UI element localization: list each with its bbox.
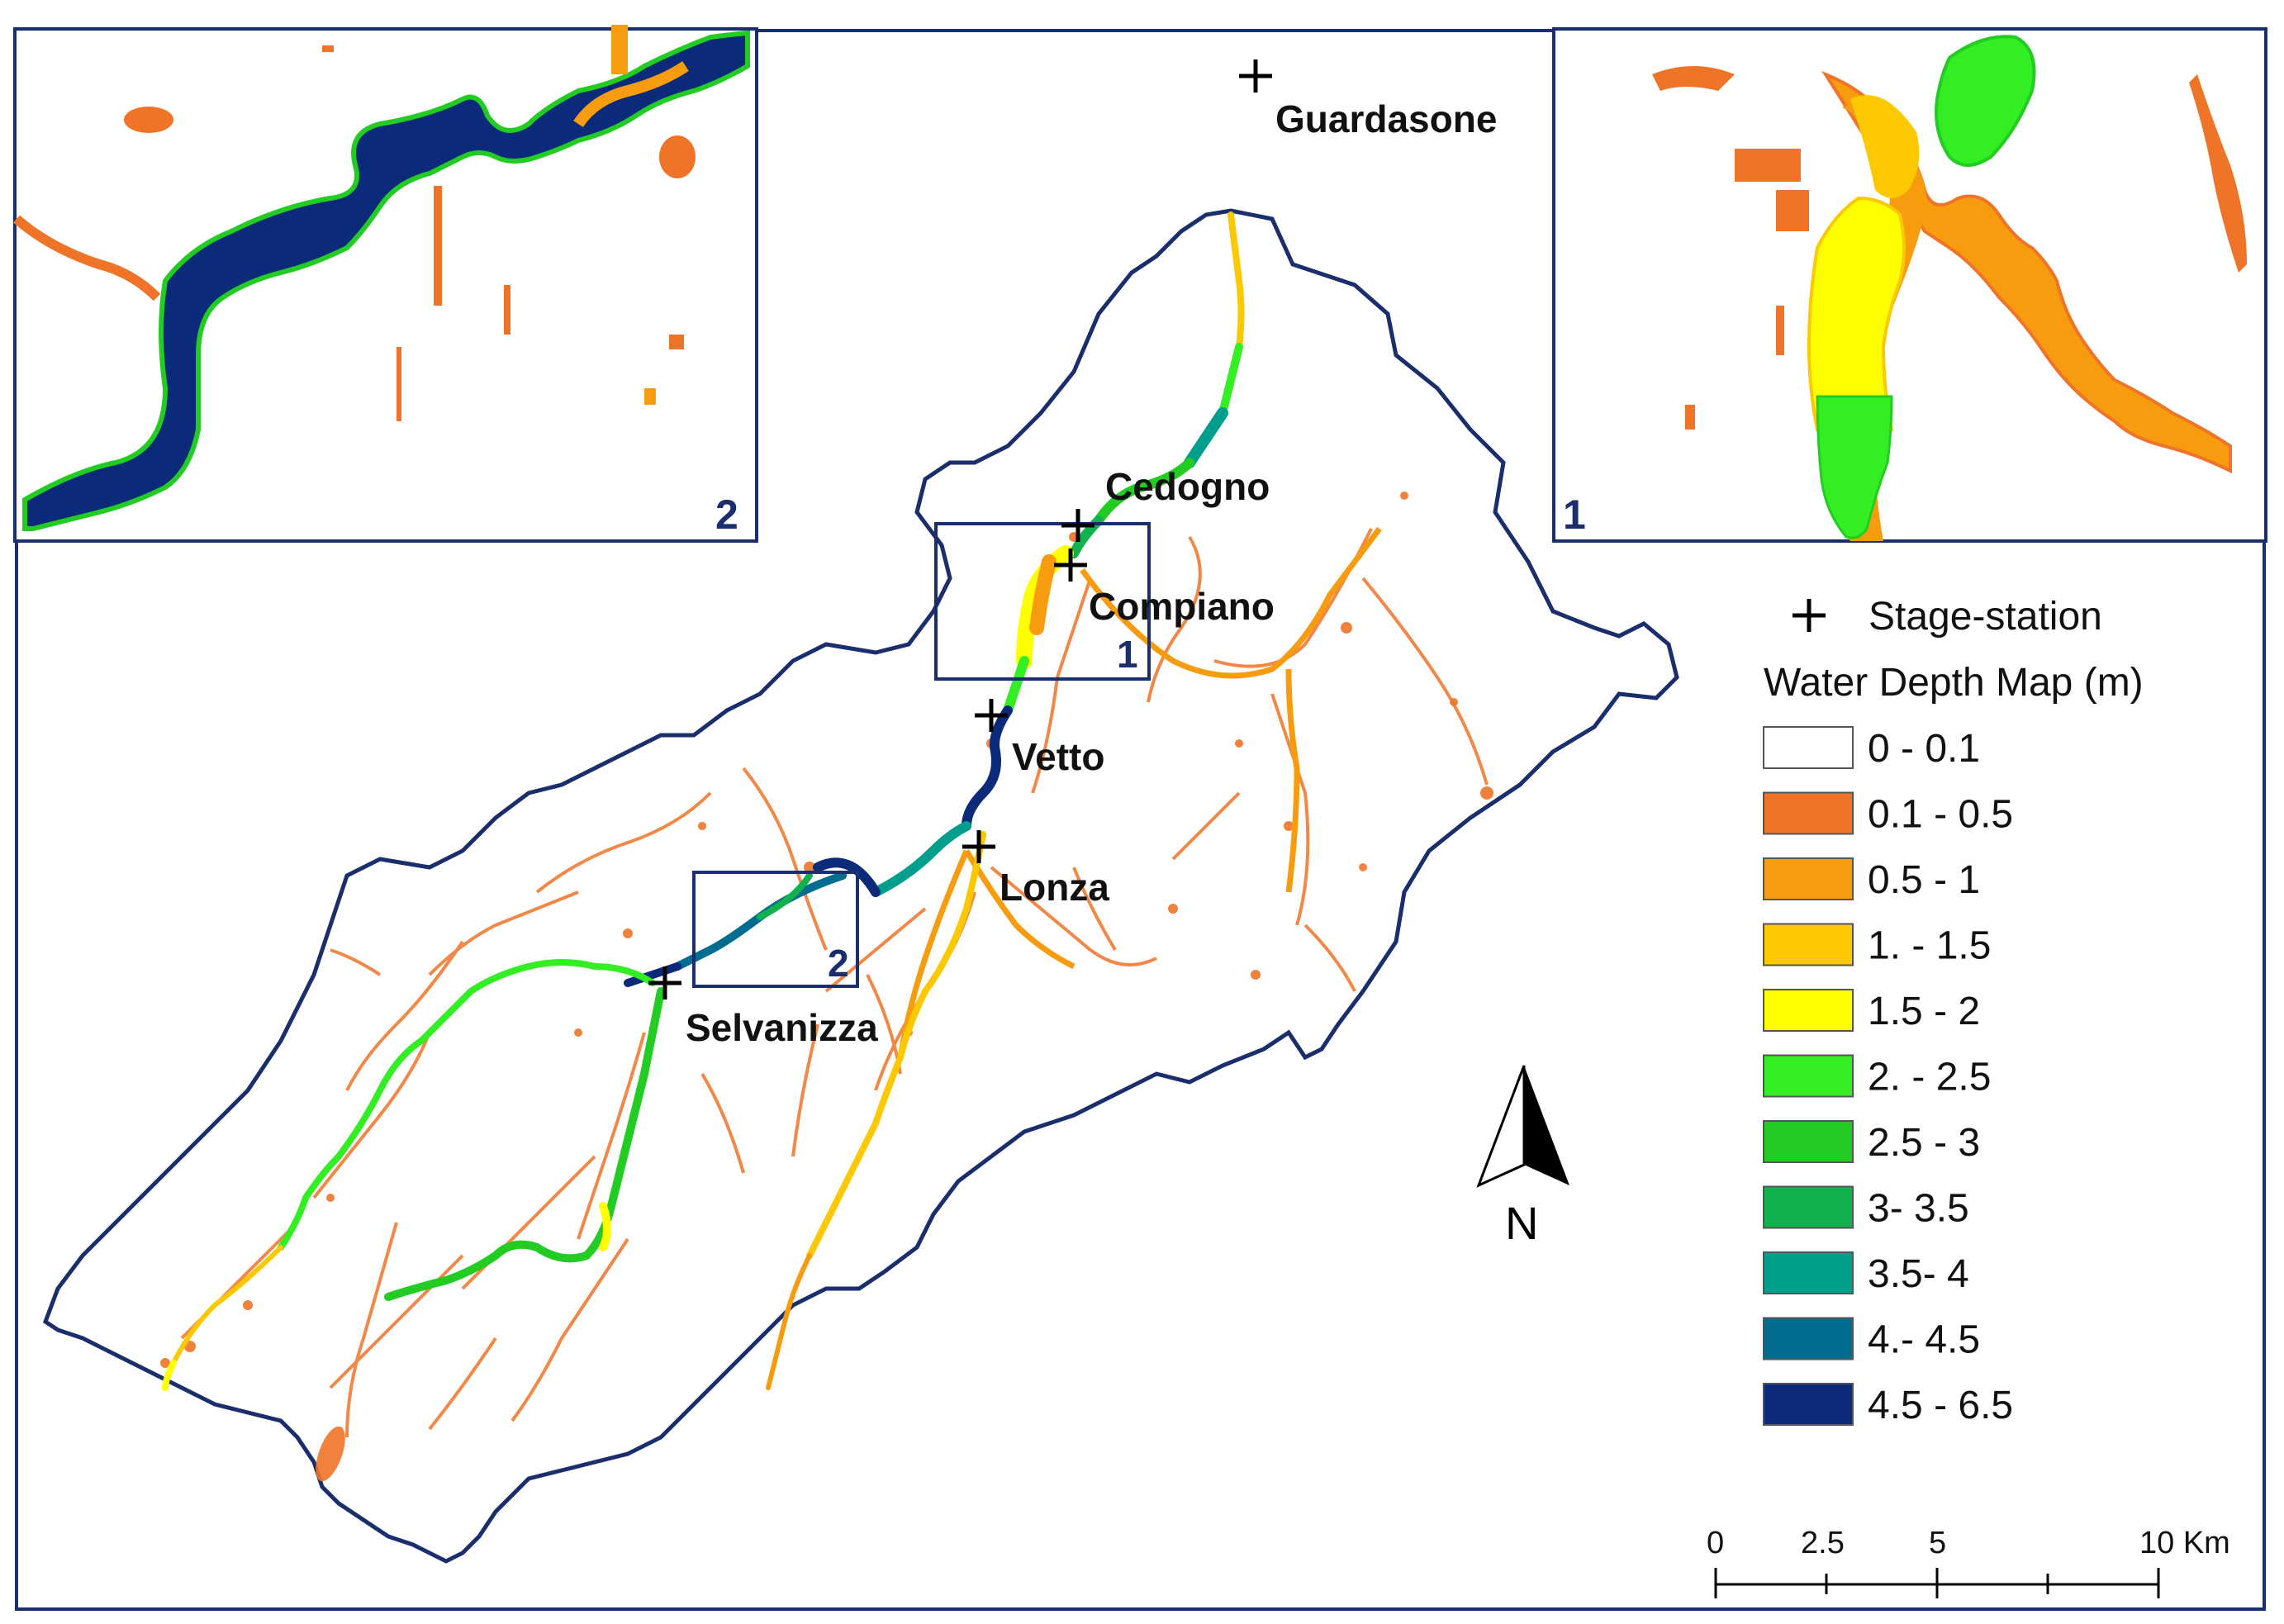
legend-swatch-6 (1763, 1120, 1854, 1163)
locator-box-selvanizza (692, 871, 859, 988)
legend-swatch-3 (1763, 923, 1854, 966)
legend-swatch-10 (1763, 1383, 1854, 1426)
scale-tick-10: 10 Km (2139, 1526, 2230, 1560)
legend-stage-station-icon (1793, 599, 1826, 632)
stations (648, 59, 1272, 1000)
legend-label-8: 3.5- 4 (1868, 1252, 1969, 1296)
station-marker-vetto (975, 699, 1008, 732)
station-label-selvanizza: Selvanizza (686, 1006, 878, 1049)
locator-box-compiano (934, 522, 1151, 681)
station-marker-cedogno (1061, 509, 1095, 542)
legend-swatch-1 (1763, 791, 1854, 835)
station-marker-guardasone (1239, 59, 1272, 93)
legend-label-6: 2.5 - 3 (1868, 1121, 1980, 1165)
inset-selvanizza: 2 (13, 25, 758, 543)
station-marker-lonza (962, 830, 995, 863)
legend-swatch-8 (1763, 1251, 1854, 1294)
legend-label-9: 4.- 4.5 (1868, 1318, 1980, 1362)
legend-label-0: 0 - 0.1 (1868, 727, 1980, 771)
scale-tick-2-5: 2.5 (1801, 1526, 1845, 1560)
station-label-lonza: Lonza (1000, 866, 1109, 909)
legend-swatch-9 (1763, 1317, 1854, 1360)
legend-label-7: 3- 3.5 (1868, 1187, 1969, 1231)
station-marker-selvanizza (648, 966, 681, 1000)
scale-tick-0: 0 (1707, 1526, 1724, 1560)
inset-compiano: 1 (1552, 27, 2267, 543)
legend-label-4: 1.5 - 2 (1868, 990, 1980, 1033)
locator-box-compiano-label: 1 (1117, 633, 1138, 676)
legend-swatch-5 (1763, 1054, 1854, 1098)
legend-label-1: 0.1 - 0.5 (1868, 793, 2013, 837)
station-marker-compiano (1054, 548, 1087, 582)
station-label-vetto: Vetto (1012, 735, 1104, 778)
flood-patches (160, 491, 1493, 1482)
main-river (162, 211, 1245, 1391)
legend-label-5: 2. - 2.5 (1868, 1056, 1991, 1099)
station-label-compiano: Compiano (1089, 585, 1275, 628)
legend-title: Water Depth Map (m) (1764, 661, 2144, 705)
legend-swatch-7 (1763, 1185, 1854, 1229)
legend-swatch-4 (1763, 989, 1854, 1032)
station-label-cedogno: Cedogno (1105, 465, 1270, 508)
inset-selvanizza-label: 2 (715, 491, 738, 538)
legend-stage-station-label: Stage-station (1869, 595, 2102, 639)
north-arrow: N (1476, 1065, 1569, 1249)
north-arrow-label: N (1505, 1197, 1538, 1249)
legend-label-2: 0.5 - 1 (1868, 858, 1980, 902)
station-label-guardasone: Guardasone (1275, 97, 1497, 140)
legend-swatch-0 (1763, 726, 1854, 769)
scale-tick-5: 5 (1929, 1526, 1946, 1560)
scale-bar: 0 2.5 5 10 Km (1707, 1526, 2230, 1598)
legend: Stage-station Water Depth Map (m) 0 - 0.… (1763, 595, 2144, 1427)
map-frame (15, 29, 2266, 1611)
basin-boundary (42, 208, 1679, 1564)
locator-box-selvanizza-label: 2 (828, 942, 849, 985)
legend-label-10: 4.5 - 6.5 (1868, 1384, 2013, 1427)
legend-label-3: 1. - 1.5 (1868, 924, 1991, 968)
legend-swatch-2 (1763, 857, 1854, 900)
inset-compiano-label: 1 (1563, 491, 1586, 538)
